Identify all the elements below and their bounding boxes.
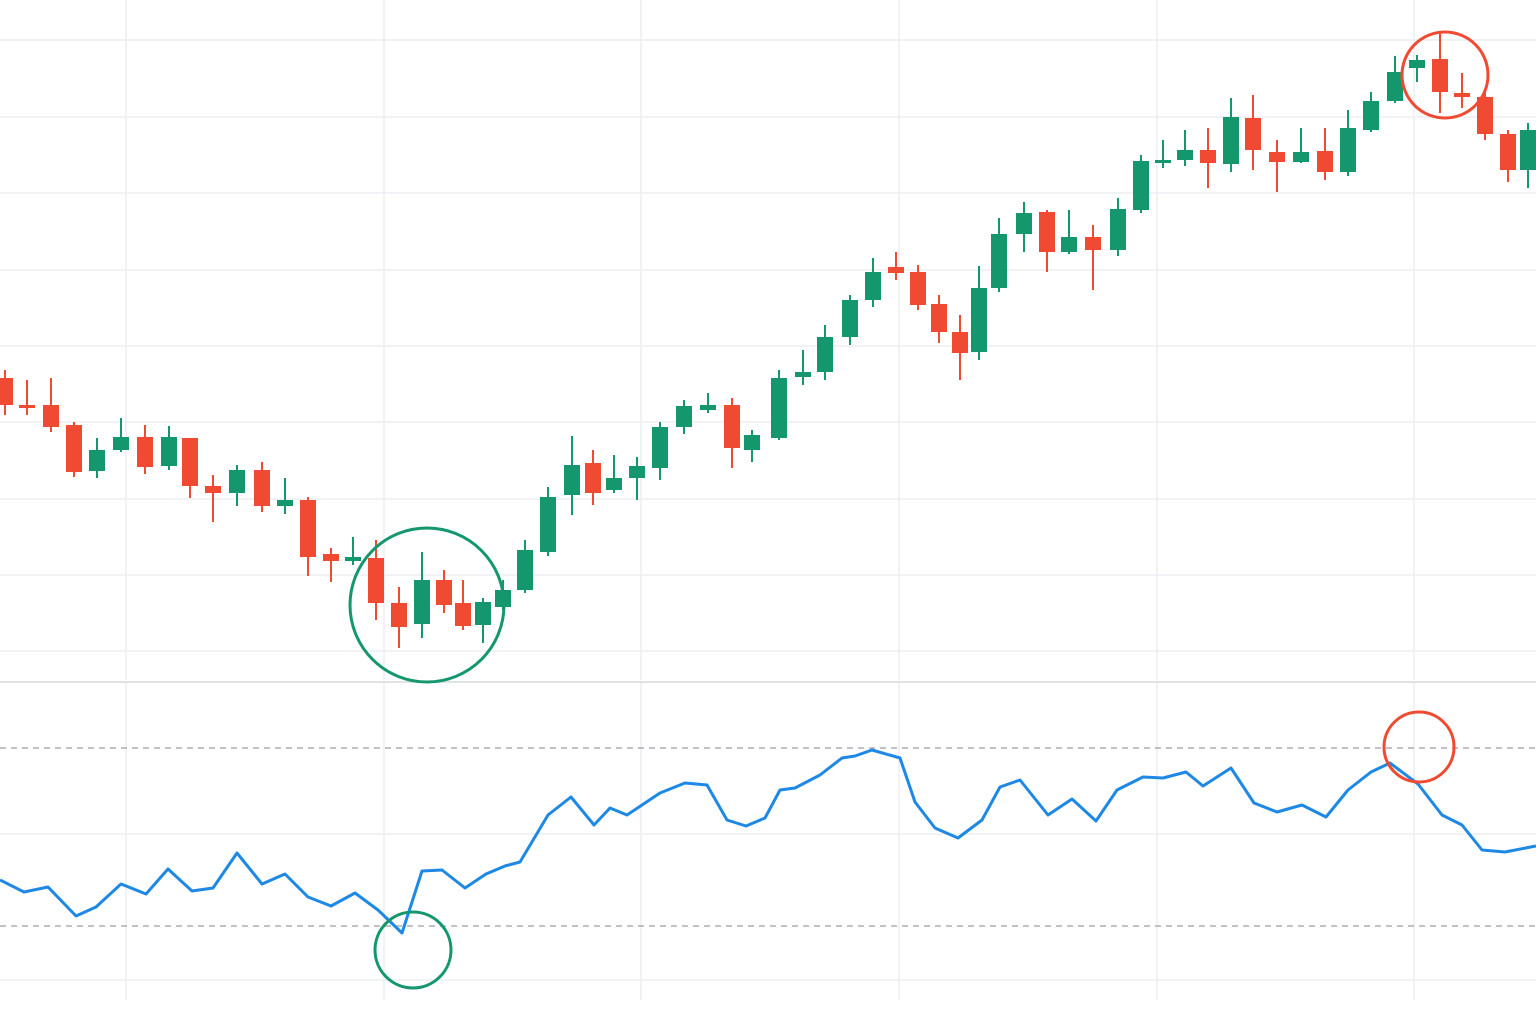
marks bbox=[0, 33, 1536, 935]
candle-body bbox=[652, 427, 668, 468]
candle-body bbox=[676, 406, 692, 427]
candle-body bbox=[66, 425, 82, 472]
candle-body bbox=[517, 550, 533, 590]
candle-body bbox=[1177, 150, 1193, 160]
candle-body bbox=[842, 300, 858, 337]
candle-body bbox=[300, 500, 316, 557]
candle-body bbox=[475, 602, 491, 625]
candle-body bbox=[1133, 161, 1149, 210]
candle-body bbox=[323, 554, 339, 561]
candle-body bbox=[43, 405, 59, 427]
candle-body bbox=[1387, 72, 1403, 101]
highlight-circle bbox=[1400, 30, 1490, 120]
candle-body bbox=[1110, 209, 1126, 250]
candle-body bbox=[1454, 93, 1470, 97]
candle-body bbox=[865, 272, 881, 300]
candle-body bbox=[1340, 128, 1356, 172]
candle-body bbox=[1293, 152, 1309, 162]
highlight-circle bbox=[1382, 710, 1456, 784]
candle-body bbox=[971, 288, 987, 352]
candle-body bbox=[1477, 97, 1493, 134]
candle-body bbox=[1520, 130, 1536, 170]
candle-body bbox=[19, 405, 35, 408]
candle-body bbox=[0, 378, 13, 405]
candle-body bbox=[229, 470, 245, 493]
candle-body bbox=[540, 497, 556, 552]
candle-body bbox=[795, 372, 811, 377]
candle-body bbox=[817, 337, 833, 372]
candle-body bbox=[1085, 237, 1101, 250]
candle-body bbox=[1200, 150, 1216, 163]
candle-body bbox=[182, 438, 198, 486]
candle-body bbox=[161, 437, 177, 466]
highlight-circle bbox=[373, 910, 453, 990]
candle-body bbox=[1039, 212, 1055, 252]
candle-body bbox=[1223, 117, 1239, 164]
candle-body bbox=[700, 405, 716, 410]
candle-body bbox=[1432, 59, 1448, 92]
candle-body bbox=[113, 437, 129, 450]
candle-body bbox=[629, 466, 645, 478]
candle-body bbox=[1061, 237, 1077, 252]
candle-body bbox=[771, 378, 787, 438]
candle-body bbox=[1317, 151, 1333, 172]
candle-body bbox=[345, 557, 361, 561]
candle-body bbox=[606, 478, 622, 490]
indicator-line bbox=[0, 748, 1536, 935]
candle-body bbox=[564, 465, 580, 495]
candle-body bbox=[1363, 101, 1379, 130]
candle-body bbox=[455, 603, 471, 626]
candle-body bbox=[744, 435, 760, 450]
candle-body bbox=[205, 486, 221, 493]
candle-body bbox=[436, 580, 452, 605]
candle-body bbox=[1269, 152, 1285, 162]
candle-body bbox=[1409, 60, 1425, 68]
candle-body bbox=[1500, 134, 1516, 170]
candle-body bbox=[391, 603, 407, 627]
grid bbox=[0, 0, 1536, 1000]
candle-body bbox=[910, 272, 926, 305]
candle-body bbox=[888, 267, 904, 273]
candle-body bbox=[931, 304, 947, 332]
candle-body bbox=[1016, 213, 1032, 234]
candle-body bbox=[1155, 160, 1171, 163]
candle-body bbox=[1245, 118, 1261, 150]
candle-body bbox=[991, 234, 1007, 288]
candle-body bbox=[368, 558, 384, 603]
candle-body bbox=[277, 500, 293, 506]
candle-body bbox=[952, 332, 968, 353]
candle-body bbox=[254, 470, 270, 506]
candle-body bbox=[89, 450, 105, 471]
candle-body bbox=[585, 463, 601, 493]
highlight-circle bbox=[348, 526, 506, 684]
candle-body bbox=[724, 405, 740, 448]
candle-body bbox=[137, 437, 153, 467]
candle-body bbox=[414, 580, 430, 624]
